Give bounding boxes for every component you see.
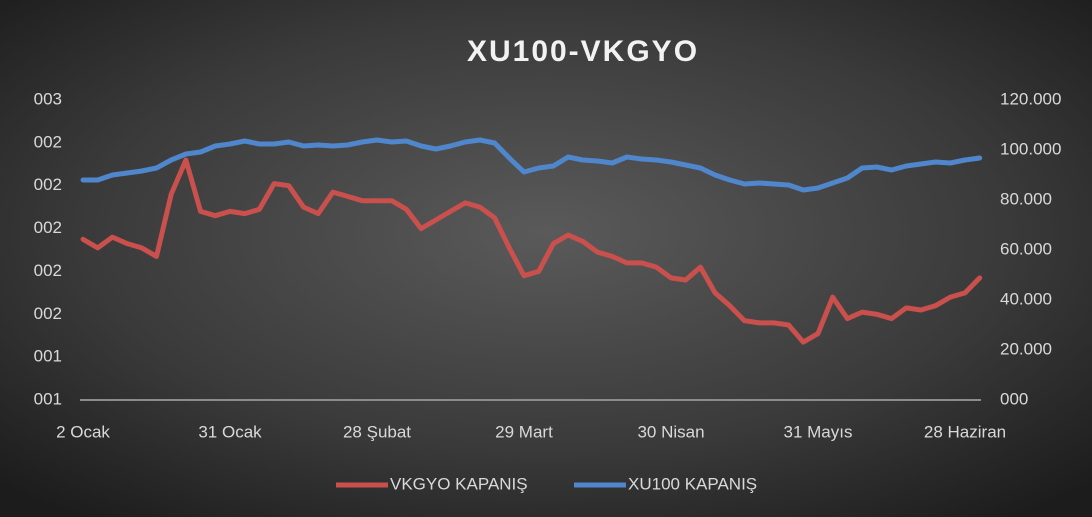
y-tick-label: 003: [34, 89, 62, 108]
x-tick-label: 28 Haziran: [924, 422, 1006, 441]
y2-tick-label: 000: [1000, 389, 1028, 408]
y2-tick-label: 100.000: [1000, 139, 1061, 158]
legend-label: XU100 KAPANIŞ: [628, 474, 757, 493]
y2-tick-label: 120.000: [1000, 89, 1061, 108]
y-tick-label: 002: [34, 218, 62, 237]
chart-title: XU100-VKGYO: [467, 35, 699, 68]
series-line: [80, 157, 983, 345]
x-tick-label: 30 Nisan: [637, 422, 704, 441]
x-tick-label: 2 Ocak: [56, 422, 110, 441]
x-tick-label: 28 Şubat: [343, 422, 411, 441]
series-line: [80, 137, 983, 193]
y2-tick-label: 60.000: [1000, 239, 1052, 258]
y-tick-label: 001: [34, 347, 62, 366]
x-tick-label: 29 Mart: [495, 422, 553, 441]
legend-label: VKGYO KAPANIŞ: [390, 474, 528, 493]
y-tick-label: 002: [34, 304, 62, 323]
y-tick-label: 002: [34, 175, 62, 194]
y2-tick-label: 20.000: [1000, 339, 1052, 358]
y-tick-label: 001: [34, 389, 62, 408]
x-tick-label: 31 Ocak: [198, 422, 262, 441]
x-tick-label: 31 Mayıs: [784, 422, 853, 441]
y-tick-label: 002: [34, 261, 62, 280]
y2-tick-label: 40.000: [1000, 289, 1052, 308]
y2-tick-label: 80.000: [1000, 189, 1052, 208]
y-tick-label: 002: [34, 132, 62, 151]
